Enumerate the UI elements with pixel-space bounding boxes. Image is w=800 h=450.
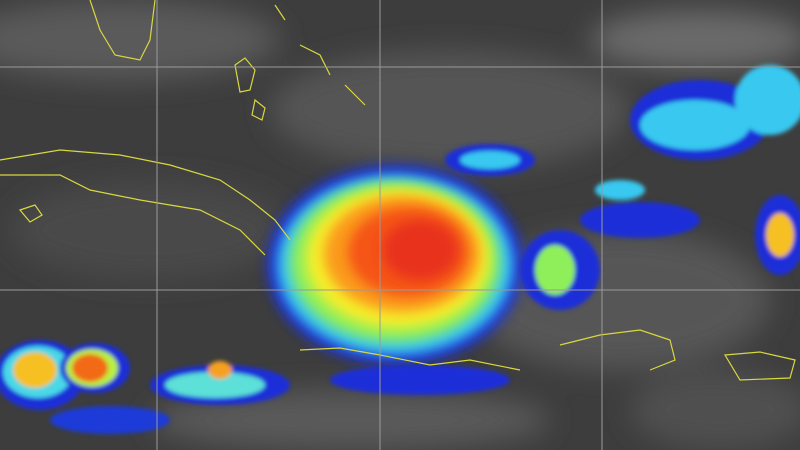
coastlines xyxy=(0,0,796,381)
rain-bands xyxy=(0,65,800,434)
storm xyxy=(267,165,523,365)
